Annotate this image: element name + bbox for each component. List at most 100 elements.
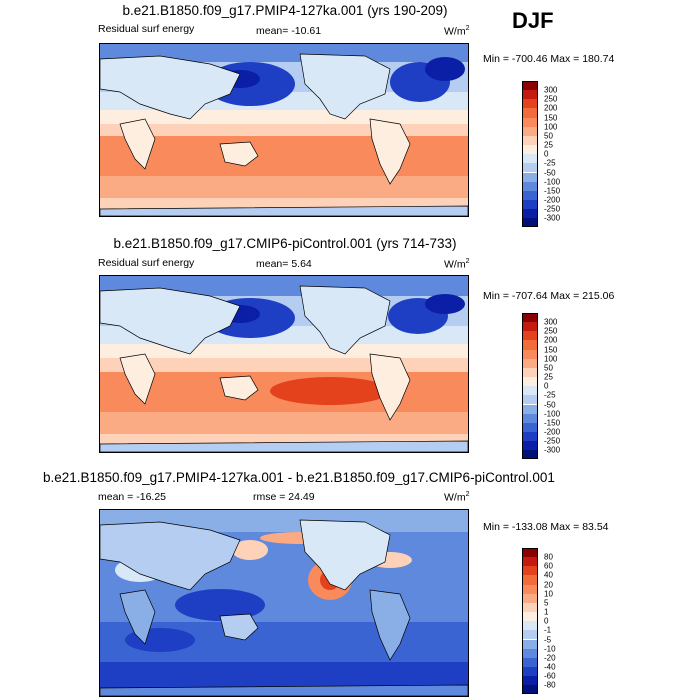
- colorbar-swatch: [522, 173, 538, 182]
- colorbar-tick-label: 250: [544, 327, 557, 336]
- colorbar-swatch: [522, 154, 538, 163]
- colorbar-tick-label: -250: [544, 205, 560, 214]
- colorbar-tick-label: -100: [544, 409, 560, 418]
- colorbar-tick-label: 0: [544, 150, 548, 159]
- panel-3-map: [99, 509, 469, 697]
- colorbar-swatch: [522, 676, 538, 685]
- colorbar-swatch: [522, 340, 538, 349]
- colorbar-tick-label: -20: [544, 653, 556, 662]
- panel-1-center-label: mean= -10.61: [256, 25, 321, 37]
- colorbar-swatch: [522, 685, 538, 694]
- colorbar-swatch: [522, 209, 538, 218]
- colorbar-tick-label: -1: [544, 626, 551, 635]
- colorbar-swatch: [522, 191, 538, 200]
- colorbar-swatch: [522, 163, 538, 172]
- colorbar-tick-label: -50: [544, 168, 556, 177]
- colorbar-swatch: [522, 575, 538, 584]
- colorbar-swatch: [522, 218, 538, 227]
- colorbar-tick-label: 200: [544, 104, 557, 113]
- colorbar-tick-label: 60: [544, 562, 553, 571]
- panel-1-map: [99, 43, 469, 217]
- colorbar-tick-label: -25: [544, 391, 556, 400]
- panel-1-title: b.e21.B1850.f09_g17.PMIP4-127ka.001 (yrs…: [0, 3, 570, 18]
- colorbar-swatch: [522, 432, 538, 441]
- colorbar-swatch: [522, 649, 538, 658]
- panel-3-map-field: [100, 510, 468, 696]
- colorbar-swatch: [522, 368, 538, 377]
- colorbar-swatch: [522, 359, 538, 368]
- colorbar-swatch: [522, 667, 538, 676]
- colorbar-swatch: [522, 200, 538, 209]
- colorbar-tick-label: 0: [544, 382, 548, 391]
- panel-2-minmax: Min = -707.64 Max = 215.06: [483, 290, 614, 302]
- colorbar-tick-label: -5: [544, 635, 551, 644]
- colorbar-tick-label: -150: [544, 186, 560, 195]
- panel-2-title: b.e21.B1850.f09_g17.CMIP6-piControl.001 …: [0, 236, 570, 251]
- colorbar-swatch: [522, 386, 538, 395]
- colorbar-tick-label: 25: [544, 141, 553, 150]
- colorbar-swatch: [522, 450, 538, 459]
- colorbar-swatch: [522, 322, 538, 331]
- panel-3-title: b.e21.B1850.f09_g17.PMIP4-127ka.001 - b.…: [43, 470, 555, 485]
- colorbar-tick-label: 150: [544, 113, 557, 122]
- colorbar-swatch: [522, 423, 538, 432]
- colorbar-swatch: [522, 81, 538, 90]
- panel-1-units: W/m2: [444, 25, 469, 38]
- colorbar-swatch: [522, 640, 538, 649]
- colorbar-swatch: [522, 658, 538, 667]
- panel-2-map-field: [100, 276, 468, 452]
- colorbar-tick-label: -250: [544, 437, 560, 446]
- colorbar-tick-label: 25: [544, 373, 553, 382]
- colorbar-swatch: [522, 630, 538, 639]
- panel-1-left-label: Residual surf energy: [98, 23, 194, 35]
- colorbar-swatch: [522, 405, 538, 414]
- colorbar-tick-label: 0: [544, 617, 548, 626]
- colorbar-swatch: [522, 145, 538, 154]
- colorbar-swatch: [522, 414, 538, 423]
- colorbar-swatch: [522, 557, 538, 566]
- colorbar-swatch: [522, 603, 538, 612]
- panel-2-map: [99, 275, 469, 453]
- colorbar-tick-label: 100: [544, 354, 557, 363]
- colorbar-tick-label: -50: [544, 400, 556, 409]
- colorbar-tick-label: -200: [544, 195, 560, 204]
- colorbar-swatch: [522, 548, 538, 557]
- panel-2-units: W/m2: [444, 258, 469, 271]
- colorbar-swatch: [522, 594, 538, 603]
- colorbar-swatch: [522, 612, 538, 621]
- colorbar-tick-label: -60: [544, 672, 556, 681]
- colorbar-swatch: [522, 108, 538, 117]
- colorbar-tick-label: 1: [544, 608, 548, 617]
- colorbar-swatch: [522, 395, 538, 404]
- colorbar-swatch: [522, 90, 538, 99]
- panel-3-left-label: mean = -16.25: [98, 491, 166, 503]
- colorbar-tick-label: 40: [544, 571, 553, 580]
- colorbar-swatch: [522, 127, 538, 136]
- colorbar-tick-label: 250: [544, 95, 557, 104]
- panel-3-minmax: Min = -133.08 Max = 83.54: [483, 521, 609, 533]
- colorbar-swatch: [522, 566, 538, 575]
- colorbar-swatch: [522, 331, 538, 340]
- colorbar-swatch: [522, 441, 538, 450]
- colorbar-tick-label: 80: [544, 553, 553, 562]
- colorbar-tick-label: -40: [544, 662, 556, 671]
- colorbar-swatch: [522, 621, 538, 630]
- colorbar-swatch: [522, 118, 538, 127]
- colorbar-tick-label: 100: [544, 122, 557, 131]
- colorbar-swatch: [522, 136, 538, 145]
- colorbar-tick-label: -300: [544, 446, 560, 455]
- colorbar-tick-label: -200: [544, 427, 560, 436]
- colorbar-tick-label: 300: [544, 86, 557, 95]
- colorbar-swatch: [522, 313, 538, 322]
- colorbar-swatch: [522, 350, 538, 359]
- colorbar-swatch: [522, 99, 538, 108]
- colorbar-swatch: [522, 182, 538, 191]
- panel-3-units: W/m2: [444, 491, 469, 504]
- colorbar-tick-label: -150: [544, 418, 560, 427]
- colorbar-tick-label: -25: [544, 159, 556, 168]
- colorbar-tick-label: 20: [544, 580, 553, 589]
- panel-1-minmax: Min = -700.46 Max = 180.74: [483, 53, 614, 65]
- colorbar-tick-label: 300: [544, 318, 557, 327]
- colorbar-tick-label: 200: [544, 336, 557, 345]
- colorbar-tick-label: -10: [544, 644, 556, 653]
